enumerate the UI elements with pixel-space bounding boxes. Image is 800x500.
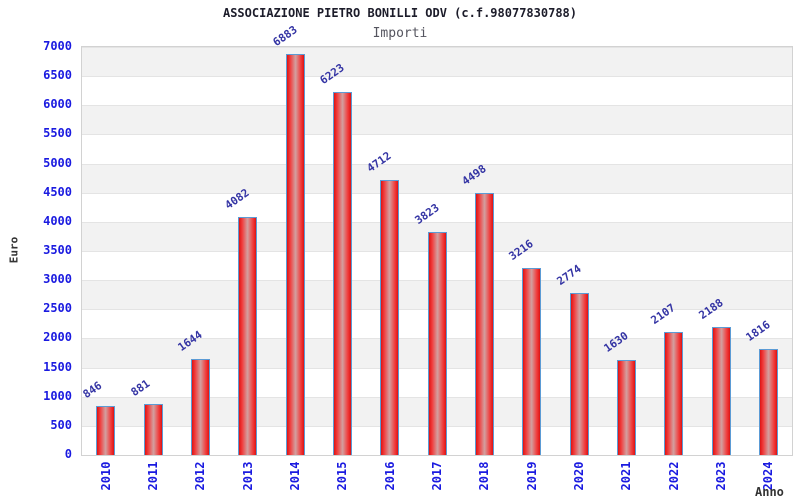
- bar-2013: [238, 217, 258, 455]
- x-axis-title: Anno: [755, 485, 784, 499]
- bar-2020: [569, 293, 589, 455]
- x-tick-label: 2010: [98, 461, 113, 491]
- bar-2016: [380, 180, 400, 455]
- x-tick-label: 2021: [619, 461, 634, 491]
- y-tick-label: 0: [64, 447, 72, 461]
- bar-2010: [96, 405, 116, 455]
- y-tick-label: 5000: [43, 155, 72, 170]
- bar-2024: [758, 349, 778, 455]
- grid-band: [82, 163, 792, 193]
- x-tick-label: 2017: [430, 461, 444, 491]
- grid-band: [82, 76, 792, 106]
- y-tick-label: 2500: [43, 301, 72, 316]
- y-tick-label: 5500: [43, 126, 72, 141]
- plot-area: 846 881 1644 4082 6883 6223 4712 3823 4498 3216 27…: [81, 23, 793, 456]
- bar-2012: [190, 359, 210, 455]
- bar-2021: [616, 360, 636, 455]
- y-tick-label: 3500: [43, 243, 72, 257]
- x-tick-label: 2014: [288, 461, 302, 491]
- bar-2018: [474, 192, 494, 455]
- y-tick-label: 7000: [43, 39, 72, 53]
- bar-2014: [285, 53, 305, 455]
- x-tick-label: 2018: [477, 461, 492, 491]
- grid-band: [82, 105, 792, 135]
- grid-band: [82, 47, 792, 77]
- y-tick-label: 3000: [43, 272, 72, 287]
- grid-band: [82, 134, 792, 164]
- y-tick-label: 4500: [43, 184, 72, 199]
- x-tick-label: 2012: [193, 461, 208, 491]
- chart-subtitle: Importi: [372, 26, 428, 41]
- y-tick-label: 2000: [43, 330, 72, 345]
- x-tick-label: 2011: [146, 461, 160, 491]
- y-tick-label: 1000: [43, 388, 72, 403]
- bar-2011: [143, 403, 163, 455]
- x-tick-label: 2015: [335, 461, 350, 491]
- bar-2023: [711, 327, 731, 455]
- bar-2019: [522, 267, 542, 455]
- y-tick-label: 6000: [43, 97, 72, 112]
- y-tick-label: 1500: [43, 359, 72, 374]
- x-tick-label: 2013: [240, 461, 255, 491]
- x-tick-label: 2016: [382, 461, 397, 491]
- bar-2022: [664, 332, 684, 455]
- y-tick-label: 4000: [43, 213, 72, 228]
- x-tick-label: 2020: [572, 461, 586, 491]
- bar-2015: [332, 92, 352, 455]
- grid-band: [82, 192, 792, 222]
- bar-2017: [427, 232, 447, 455]
- x-tick-label: 2022: [666, 461, 681, 491]
- chart-title: ASSOCIAZIONE PIETRO BONILLI ODV (c.f.980…: [222, 6, 577, 20]
- x-tick-label: 2019: [524, 461, 539, 491]
- y-tick-label: 6500: [43, 68, 72, 83]
- y-axis-title: Euro: [7, 236, 21, 264]
- x-tick-label: 2023: [714, 461, 728, 491]
- y-tick-label: 500: [50, 417, 72, 432]
